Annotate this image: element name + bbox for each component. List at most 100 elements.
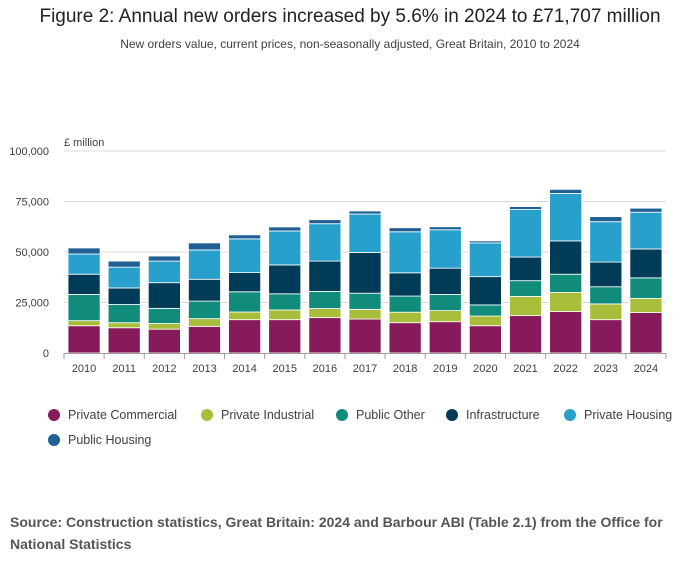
bar-stack-2018 [388,227,422,354]
bar-segment-infrastructure [589,261,623,288]
bar-segment-infrastructure [228,272,262,293]
bar-segment-private-housing [67,253,101,275]
bar-segment-private-housing [549,193,583,242]
bar-segment-public-housing [308,219,342,225]
bar-segment-private-industrial [348,308,382,320]
legend-label: Public Other [356,408,425,422]
x-tick-label: 2019 [433,363,457,375]
y-tick-label: 50,000 [15,247,49,259]
legend-swatch [564,409,576,421]
bar-segment-private-housing [228,238,262,274]
bar-segment-private-commercial [67,325,101,354]
bar-segment-private-commercial [308,317,342,354]
bar-segment-public-housing [67,247,101,255]
bar-segment-public-other [468,304,502,317]
bar-segment-public-other [67,294,101,322]
bar-segment-private-housing [147,260,181,284]
bar-segment-private-housing [188,249,221,280]
legend-label: Private Housing [584,408,673,422]
x-axis-ticks: 2010 2011 2012 2013 2014 2015 2016 2017 2018 2019… [63,353,667,375]
bar-segment-public-other [147,307,181,324]
legend-label: Private Commercial [68,408,178,422]
legend-item-private-industrial: Private Industrial [201,408,314,422]
bar-stack-2017 [348,210,382,354]
bar-segment-public-housing [107,260,141,268]
bar-segment-private-commercial [428,321,462,354]
bar-segment-private-industrial [147,323,181,330]
bar-segment-public-other [509,280,542,297]
bar-segment-private-housing [509,209,542,258]
bar-segment-private-industrial [509,296,542,317]
bar-segment-public-other [428,294,462,311]
bar-segment-private-commercial [509,315,542,354]
legend-item-public-housing: Public Housing [48,433,151,447]
x-tick-label: 2016 [313,363,337,375]
bar-segment-public-other [268,293,302,311]
bar-segment-public-housing [509,206,542,210]
legend-label: Infrastructure [466,408,540,422]
legend-swatch [336,409,348,421]
legend-item-private-commercial: Private Commercial [48,408,177,422]
x-tick-label: 2013 [192,363,216,375]
bar-segment-public-other [388,295,422,313]
bar-segment-private-industrial [388,311,422,324]
legend-swatch [48,434,60,446]
bar-segment-public-housing [589,216,623,223]
bar-segment-public-other [629,277,663,299]
bar-segment-private-commercial [228,319,262,354]
bar-segment-private-housing [589,221,623,263]
x-tick-label: 2024 [634,363,658,375]
bar-segment-infrastructure [629,248,663,279]
x-tick-label: 2017 [353,363,377,375]
y-tick-label: 100,000 [9,146,49,158]
bar-segment-private-housing [268,230,302,266]
bar-segment-private-housing [308,223,342,262]
bar-segment-infrastructure [509,256,542,282]
bar-segment-public-housing [549,188,583,194]
bar-segment-private-industrial [268,309,302,321]
bar-segment-private-housing [428,229,462,269]
x-tick-label: 2010 [72,363,96,375]
bar-segment-public-housing [428,226,462,231]
bar-stack-2020 [468,240,502,354]
bar-segment-private-industrial [428,310,462,323]
bar-segment-public-other [308,290,342,309]
x-tick-label: 2015 [272,363,296,375]
bar-segment-private-industrial [468,315,502,327]
legend-item-private-housing: Private Housing [564,408,672,422]
bar-segment-public-other [549,273,583,293]
bar-segment-private-housing [107,266,141,289]
bar-segment-infrastructure [188,278,221,302]
bar-segment-private-commercial [468,325,502,354]
bar-segment-private-industrial [228,311,262,321]
legend-item-public-other: Public Other [336,408,425,422]
bar-segment-private-industrial [67,320,101,327]
bar-segment-infrastructure [549,240,583,275]
legend-item-infrastructure: Infrastructure [446,408,540,422]
bar-segment-public-other [589,286,623,305]
bar-segment-infrastructure [147,282,181,309]
bar-segment-private-industrial [549,291,583,312]
bar-segment-private-housing [629,211,663,250]
bar-segment-public-housing [629,207,663,213]
y-axis-tick-labels: 0 25,000 50,000 75,000 100,000 [9,146,49,360]
bar-segment-private-industrial [308,308,342,319]
bar-stack-2023 [589,216,623,354]
bar-segment-private-industrial [188,318,221,327]
source-note: Source: Construction statistics, Great B… [10,514,663,552]
bar-segment-private-commercial [549,311,583,354]
bar-stack-2014 [228,234,262,354]
bar-segment-private-commercial [589,319,623,354]
chart-subtitle: New orders value, current prices, non-se… [120,37,580,51]
x-tick-label: 2021 [513,363,537,375]
bar-segment-public-housing [348,210,382,215]
bar-segment-public-other [348,292,382,310]
x-tick-label: 2023 [594,363,618,375]
bar-segment-infrastructure [348,252,382,294]
legend-label: Public Housing [68,433,152,447]
bar-stack-2019 [428,226,462,354]
x-tick-label: 2014 [232,363,256,375]
bar-segment-infrastructure [308,260,342,292]
bar-segment-private-commercial [188,325,221,354]
bar-stack-2013 [188,242,221,354]
